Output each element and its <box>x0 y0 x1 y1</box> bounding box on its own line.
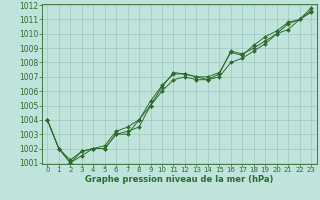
X-axis label: Graphe pression niveau de la mer (hPa): Graphe pression niveau de la mer (hPa) <box>85 175 273 184</box>
